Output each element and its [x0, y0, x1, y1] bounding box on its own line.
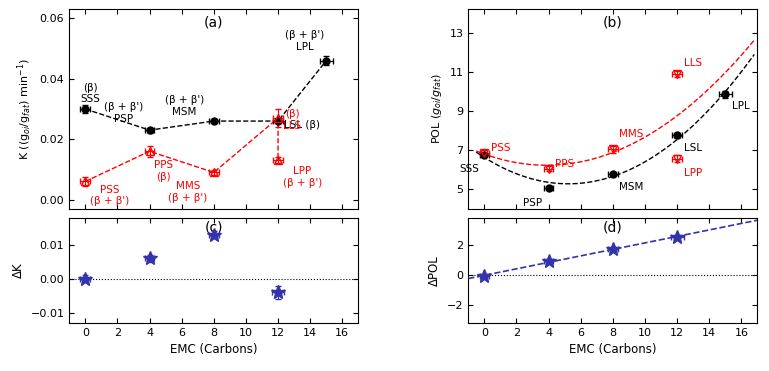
Y-axis label: ΔK: ΔK	[12, 262, 25, 278]
Text: PSS
(β + β'): PSS (β + β')	[90, 184, 129, 206]
Text: (c): (c)	[205, 221, 223, 235]
Text: (β)
SSS: (β) SSS	[81, 83, 100, 105]
Text: (β)
LLS: (β) LLS	[283, 109, 301, 131]
Text: LPL: LPL	[732, 101, 750, 111]
Text: PSS: PSS	[491, 143, 511, 153]
Text: LPP: LPP	[684, 168, 702, 178]
Text: (β + β')
LPL: (β + β') LPL	[285, 30, 325, 52]
Text: (β + β')
PSP: (β + β') PSP	[104, 102, 143, 124]
Text: MMS
(β + β'): MMS (β + β')	[168, 181, 208, 203]
Text: PSP: PSP	[523, 198, 542, 208]
Y-axis label: POL ($g_{oi}/g_{fat}$): POL ($g_{oi}/g_{fat}$)	[430, 73, 444, 144]
Text: SSS: SSS	[460, 164, 480, 174]
X-axis label: EMC (Carbons): EMC (Carbons)	[170, 343, 258, 356]
X-axis label: EMC (Carbons): EMC (Carbons)	[569, 343, 657, 356]
Text: (b): (b)	[603, 15, 623, 29]
Text: PPS: PPS	[555, 159, 574, 168]
Text: MSM: MSM	[619, 182, 644, 192]
Text: LLS: LLS	[684, 58, 701, 68]
Text: LSL (β): LSL (β)	[285, 120, 321, 130]
Text: (a): (a)	[204, 15, 224, 29]
Text: (d): (d)	[603, 221, 623, 235]
Text: PPS
(β): PPS (β)	[155, 160, 174, 182]
Y-axis label: K ((g$_{oi}$/g$_{fat}$) min$^{-1}$): K ((g$_{oi}$/g$_{fat}$) min$^{-1}$)	[15, 58, 34, 160]
Text: LPP
(β + β'): LPP (β + β')	[283, 166, 322, 188]
Text: LSL: LSL	[684, 143, 701, 153]
Text: (β + β')
MSM: (β + β') MSM	[165, 95, 204, 116]
Y-axis label: ΔPOL: ΔPOL	[428, 255, 441, 286]
Text: MMS: MMS	[619, 129, 644, 139]
